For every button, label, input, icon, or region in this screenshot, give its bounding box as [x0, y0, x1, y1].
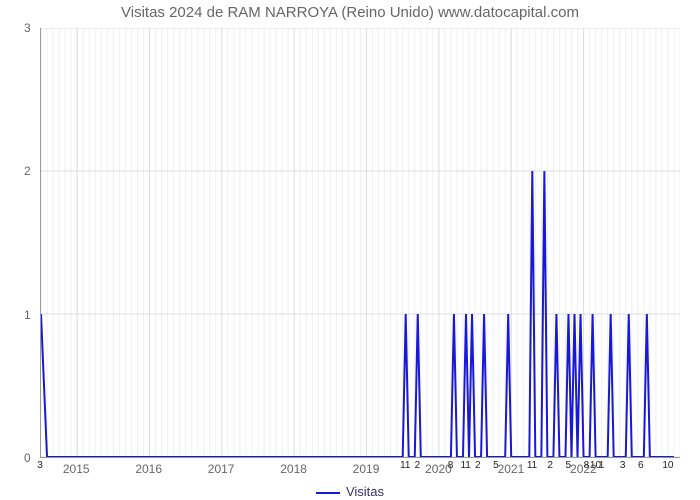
x-month-label: 11 [527, 460, 537, 471]
x-month-label: 8 [448, 460, 454, 471]
x-year-label: 2015 [63, 462, 90, 476]
x-month-label: 2 [547, 460, 553, 471]
x-month-label: 3 [620, 460, 626, 471]
x-month-label: 11 [460, 460, 470, 471]
legend: Visitas [0, 484, 700, 499]
x-month-label: 3 [37, 460, 43, 471]
legend-label: Visitas [346, 484, 384, 499]
x-month-label: 10 [662, 460, 673, 471]
y-tick-label: 0 [24, 451, 31, 465]
y-tick-label: 3 [24, 21, 31, 35]
x-month-label: 2 [475, 460, 481, 471]
x-month-label: 1 [599, 460, 605, 471]
x-month-label: 5 [493, 460, 499, 471]
x-year-label: 2017 [208, 462, 235, 476]
y-tick-label: 2 [24, 164, 31, 178]
x-year-label: 2018 [280, 462, 307, 476]
chart-title: Visitas 2024 de RAM NARROYA (Reino Unido… [0, 4, 700, 21]
x-month-label: 5 [566, 460, 572, 471]
legend-swatch [316, 492, 340, 494]
x-year-label: 2021 [498, 462, 525, 476]
x-month-label: 11 [400, 460, 410, 471]
x-month-label: 6 [638, 460, 644, 471]
x-month-label: 8 [584, 460, 590, 471]
y-tick-label: 1 [24, 308, 31, 322]
x-year-label: 2016 [135, 462, 162, 476]
visits-chart: Visitas 2024 de RAM NARROYA (Reino Unido… [0, 0, 700, 500]
x-month-label: 2 [415, 460, 421, 471]
x-year-label: 2019 [353, 462, 380, 476]
plot-area [40, 28, 680, 458]
